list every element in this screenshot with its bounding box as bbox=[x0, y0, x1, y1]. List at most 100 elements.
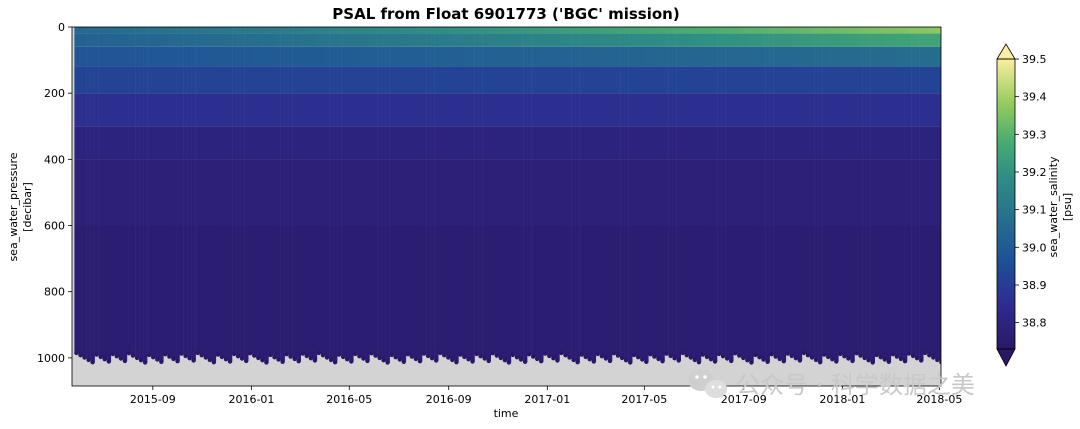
profile-column bbox=[591, 27, 597, 364]
profile-column bbox=[526, 27, 532, 357]
profile-column bbox=[462, 27, 467, 360]
x-tick-label: 2017-05 bbox=[621, 393, 667, 406]
profile-column bbox=[927, 27, 932, 358]
profile-column bbox=[789, 27, 795, 359]
profile-column bbox=[349, 27, 354, 364]
profile-column bbox=[454, 27, 459, 365]
profile-column bbox=[179, 27, 184, 356]
colorbar-tick-label: 39.3 bbox=[1022, 128, 1047, 141]
profile-column bbox=[733, 27, 738, 356]
profile-column bbox=[923, 27, 928, 356]
profile-column bbox=[514, 27, 520, 360]
profile-column bbox=[211, 27, 217, 365]
profile-column bbox=[684, 27, 689, 358]
profile-column bbox=[737, 27, 742, 358]
profile-column bbox=[502, 27, 508, 363]
profile-column bbox=[805, 27, 811, 358]
profile-column bbox=[603, 27, 609, 361]
y-axis-unit: [decibar] bbox=[21, 182, 34, 232]
profile-column bbox=[672, 27, 677, 361]
y-axis: 0 200 400 600 800 1000 bbox=[37, 21, 72, 365]
profile-column bbox=[575, 27, 580, 365]
y-tick-label: 200 bbox=[44, 87, 65, 100]
x-tick-label: 2017-09 bbox=[721, 393, 767, 406]
profile-column bbox=[167, 27, 172, 359]
profile-column bbox=[203, 27, 209, 360]
profile-column bbox=[563, 27, 568, 358]
profile-column bbox=[696, 27, 702, 365]
profile-column bbox=[628, 27, 633, 365]
profile-column bbox=[531, 27, 536, 359]
profile-column bbox=[191, 27, 196, 363]
colorbar-ticks: 38.8 38.9 39.0 39.1 39.2 39.3 39.4 39.5 bbox=[1015, 53, 1047, 330]
profile-column bbox=[385, 27, 390, 365]
profile-column bbox=[623, 27, 629, 363]
profile-column bbox=[555, 27, 560, 363]
profile-column bbox=[199, 27, 204, 358]
y-axis-label: sea_water_pressure bbox=[7, 152, 20, 261]
profile-column bbox=[870, 27, 875, 365]
profile-column bbox=[793, 27, 799, 361]
plot-frame bbox=[71, 26, 942, 387]
colorbar-extend-min bbox=[996, 348, 1016, 367]
profile-column bbox=[86, 27, 91, 363]
profile-column bbox=[749, 27, 754, 365]
colorbar-tick-label: 38.9 bbox=[1022, 279, 1047, 292]
profile-column bbox=[163, 27, 168, 357]
profile-column bbox=[450, 27, 455, 363]
profile-column bbox=[777, 27, 782, 362]
profile-column bbox=[183, 27, 188, 359]
profile-column bbox=[260, 27, 265, 363]
profile-column bbox=[700, 27, 706, 357]
profile-column bbox=[741, 27, 746, 361]
colorbar-tick-label: 39.0 bbox=[1022, 241, 1047, 254]
profile-column bbox=[405, 27, 411, 357]
profile-column bbox=[357, 27, 362, 359]
profile-column bbox=[345, 27, 350, 362]
profile-column bbox=[769, 27, 774, 357]
x-tick-label: 2016-01 bbox=[228, 393, 274, 406]
profile-column bbox=[510, 27, 516, 358]
profile-column bbox=[155, 27, 160, 362]
profile-column bbox=[114, 27, 120, 359]
profile-column bbox=[438, 27, 443, 356]
profile-column bbox=[268, 27, 273, 358]
profile-column bbox=[539, 27, 544, 364]
profile-column bbox=[817, 27, 823, 365]
profile-column bbox=[389, 27, 394, 358]
profile-column bbox=[195, 27, 200, 356]
profile-column bbox=[252, 27, 257, 358]
profile-column bbox=[652, 27, 657, 359]
profile-column bbox=[122, 27, 128, 364]
profile-column bbox=[644, 27, 649, 364]
profile-column bbox=[773, 27, 778, 359]
profile-column bbox=[862, 27, 867, 361]
profile-column bbox=[401, 27, 407, 364]
profile-column bbox=[264, 27, 269, 365]
profile-column bbox=[442, 27, 447, 358]
profile-column bbox=[615, 27, 621, 358]
profile-column bbox=[761, 27, 766, 362]
profile-column bbox=[130, 27, 136, 358]
profile-column bbox=[175, 27, 180, 364]
profile-column bbox=[147, 27, 152, 358]
profile-column bbox=[801, 27, 807, 356]
profile-column bbox=[858, 27, 863, 358]
profile-column bbox=[910, 27, 916, 359]
profile-column bbox=[466, 27, 471, 362]
wechat-icon bbox=[688, 369, 727, 398]
profile-column bbox=[692, 27, 698, 363]
profile-column bbox=[365, 27, 370, 364]
colorbar-gradient bbox=[997, 59, 1015, 349]
profile-column bbox=[256, 27, 261, 361]
profile-column bbox=[280, 27, 285, 364]
profile-column bbox=[235, 27, 241, 359]
profile-column bbox=[134, 27, 140, 361]
profile-column bbox=[611, 27, 617, 356]
colorbar-label: sea_water_salinity bbox=[1047, 156, 1060, 258]
colorbar-tick-label: 39.1 bbox=[1022, 204, 1047, 217]
profile-column bbox=[587, 27, 592, 362]
x-axis: 2015-09 2016-01 2016-05 2016-09 2017-01 2017-… bbox=[130, 386, 962, 406]
profile-column bbox=[919, 27, 924, 363]
